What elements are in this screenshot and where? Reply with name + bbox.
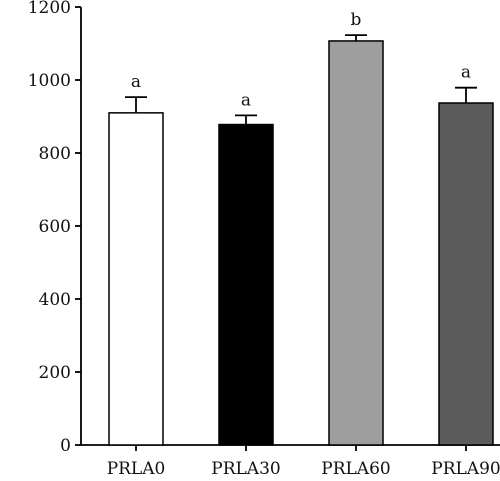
bar-prla60: [328, 40, 384, 446]
category-label-prla90: PRLA90: [431, 459, 500, 479]
significance-label-prla60: b: [351, 10, 362, 30]
category-labels: PRLA0 PRLA30 PRLA60 PRLA90: [107, 459, 500, 479]
y-tick-label: 0: [60, 436, 71, 456]
significance-label-prla30: a: [241, 90, 251, 110]
bar-prla0: [108, 112, 164, 446]
category-label-prla60: PRLA60: [321, 459, 390, 479]
y-tick-label: 600: [39, 217, 71, 237]
bar-prla30: [218, 123, 274, 446]
category-label-prla30: PRLA30: [211, 459, 280, 479]
y-tick-label: 1200: [28, 0, 71, 18]
bars: [108, 40, 494, 446]
y-tick-label: 800: [39, 144, 71, 164]
y-tick-label: 1000: [28, 71, 71, 91]
y-tick-label: 400: [39, 290, 71, 310]
y-axis: 0 200 400 600 800 1000 1200: [28, 0, 82, 456]
y-tick-label: 200: [39, 363, 71, 383]
x-axis: [81, 444, 500, 451]
significance-label-prla0: a: [131, 72, 141, 92]
error-bars: [125, 34, 477, 125]
bar-prla90: [438, 102, 494, 446]
significance-label-prla90: a: [461, 63, 471, 83]
significance-labels: a a b a: [131, 10, 471, 110]
category-label-prla0: PRLA0: [107, 459, 166, 479]
